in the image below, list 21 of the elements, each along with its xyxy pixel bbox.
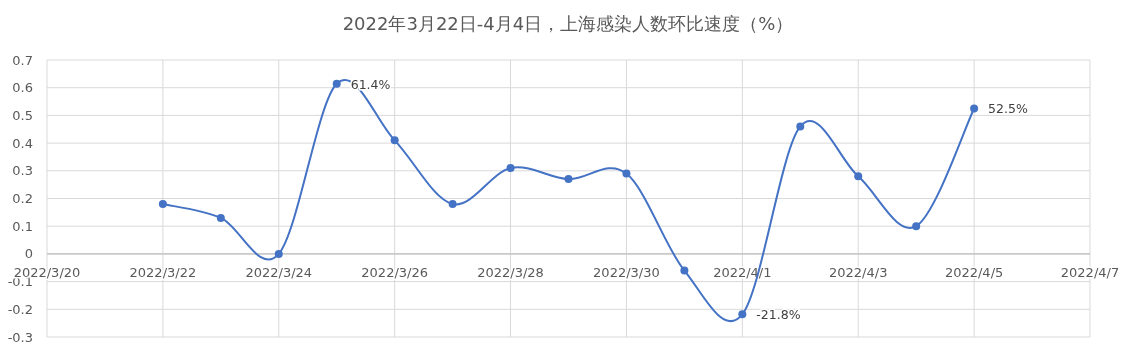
y-tick-label: 0.5 — [12, 107, 33, 123]
y-tick-label: 0.7 — [12, 52, 33, 68]
x-tick-label: 2022/3/22 — [129, 264, 197, 280]
title: 2022年3月22日-4月4日，上海感染人数环比速度（%） — [342, 13, 794, 34]
y-tick-label: 0.6 — [12, 80, 33, 96]
x-tick-label: 2022/3/24 — [245, 264, 313, 280]
x-tick-label: 2022/3/26 — [361, 264, 428, 280]
x-tick-label: 2022/4/7 — [1060, 264, 1120, 280]
value-label: -21.8% — [756, 307, 801, 323]
x-tick-label: 2022/4/3 — [829, 264, 888, 280]
y-tick-label: 0 — [24, 246, 33, 262]
y-tick-label: 0.1 — [12, 218, 33, 234]
y-tick-label: 0.4 — [12, 135, 33, 151]
y-tick-label: 0.3 — [12, 163, 33, 179]
x-tick-label: 2022/3/30 — [593, 264, 660, 280]
x-tick-label: 2022/3/28 — [477, 264, 544, 280]
y-tick-label: 0.2 — [12, 191, 33, 206]
y-tick-label: -0.2 — [7, 301, 33, 317]
y-tick-label: -0.3 — [7, 329, 33, 345]
value-label: 52.5% — [988, 101, 1028, 117]
x-tick-label: 2022/4/5 — [944, 264, 1004, 280]
